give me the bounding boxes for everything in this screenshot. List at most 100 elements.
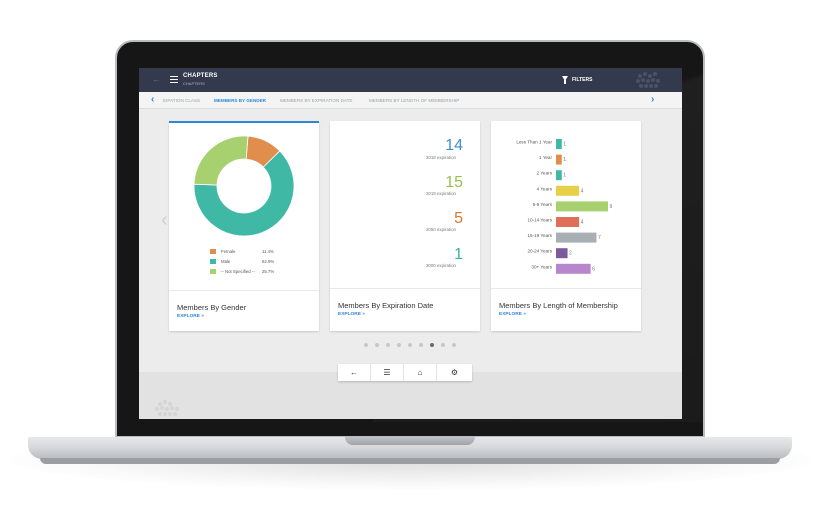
expiration-label: 3000 expiration — [425, 263, 456, 268]
bar[interactable] — [556, 139, 562, 149]
legend-item-female: Female 11.4% — [210, 249, 290, 255]
bar-category-label: 20-24 Years — [527, 249, 552, 254]
bar-category-label: 5-9 Years — [533, 202, 553, 207]
bar-value-label: 9 — [610, 204, 613, 210]
app-screen: ← CHAPTERS CHAPTERS FILTERS ‹ EIPATION C… — [139, 68, 682, 419]
pagination-dot[interactable] — [375, 343, 379, 347]
pagination-dot[interactable] — [408, 343, 412, 347]
membership-length-bar-chart: Less Than 1 Year 1 1 Year 1 2 Years 1 4 Years 4… — [516, 139, 613, 274]
tab-members-by-gender[interactable]: MEMBERS BY GENDER — [214, 98, 266, 103]
explore-link[interactable]: EXPLORE » — [338, 312, 365, 317]
expiration-label: 2018 expiration — [425, 155, 456, 160]
bar-value-label: 2 — [569, 251, 572, 257]
tab-scroll-left-icon[interactable]: ‹ — [151, 94, 155, 105]
legend-item-not-specified: -- Not Specified -- 25.7% — [210, 269, 290, 275]
gender-donut-chart — [193, 135, 295, 237]
card-members-by-length-of-membership[interactable]: Less Than 1 Year 1 1 Year 1 2 Years 1 4 Years 4… — [491, 121, 641, 331]
carousel-pagination — [364, 343, 464, 348]
card-title: Members By Length of Membership — [499, 301, 618, 310]
legend-item-male: Male 62.9% — [210, 259, 290, 265]
home-icon: ⌂ — [417, 368, 423, 377]
expiration-label: 2050 expiration — [425, 227, 456, 232]
bar-value-label: 1 — [563, 173, 566, 179]
menu-button[interactable]: ☰ — [371, 364, 404, 381]
expiration-count: 5 — [454, 210, 463, 227]
bar[interactable] — [556, 185, 580, 196]
carousel-prev-icon[interactable]: ‹ — [161, 209, 168, 231]
bar-category-label: Less Than 1 Year — [516, 140, 552, 145]
legend-swatch — [210, 249, 216, 254]
page-subtitle: CHAPTERS — [183, 81, 205, 86]
back-button[interactable]: ← — [338, 364, 371, 381]
bar-value-label: 1 — [563, 142, 566, 148]
page-title: CHAPTERS — [183, 73, 218, 79]
hamburger-menu-icon[interactable] — [170, 76, 178, 83]
pagination-dot[interactable] — [430, 343, 434, 347]
legend-label: -- Not Specified -- — [221, 269, 255, 274]
pagination-dot[interactable] — [386, 343, 390, 347]
watermark-logo — [155, 400, 179, 416]
card-divider — [169, 290, 319, 291]
expiration-count: 1 — [454, 246, 463, 263]
filter-funnel-icon[interactable] — [562, 76, 568, 84]
explore-link[interactable]: EXPLORE » — [499, 312, 526, 317]
tab-members-by-expiration-date[interactable]: MEMBERS BY EXPIRATION DATE — [280, 98, 353, 103]
laptop-base-bottom — [40, 458, 780, 464]
expiration-count: 14 — [445, 137, 463, 154]
bar[interactable] — [556, 170, 562, 181]
pagination-dot[interactable] — [452, 343, 456, 347]
back-arrow-icon[interactable]: ← — [152, 74, 161, 84]
home-button[interactable]: ⌂ — [404, 364, 437, 381]
brand-logo — [636, 72, 660, 88]
legend-swatch — [210, 269, 216, 274]
bar-value-label: 1 — [563, 157, 566, 163]
tab-eipation-class[interactable]: EIPATION CLASS — [163, 98, 201, 103]
bar-value-label: 7 — [598, 235, 601, 241]
bar[interactable] — [556, 263, 591, 274]
bar-category-label: 1 Year — [539, 155, 552, 160]
card-title: Members By Gender — [177, 303, 247, 312]
bar[interactable] — [556, 217, 580, 227]
pagination-dot[interactable] — [364, 343, 368, 347]
legend-percent: 11.4% — [262, 249, 274, 254]
bar-category-label: 15-19 Years — [527, 233, 552, 238]
settings-gear-icon: ⚙ — [450, 368, 459, 377]
bar-category-label: 2 Years — [537, 171, 553, 176]
bar[interactable] — [556, 232, 597, 243]
card-divider — [491, 288, 641, 289]
legend-label: Male — [221, 259, 231, 264]
back-arrow-icon: ← — [350, 368, 358, 377]
legend-percent: 62.9% — [262, 259, 275, 264]
filters-button[interactable]: FILTERS — [572, 77, 593, 83]
donut-slice-male[interactable] — [193, 150, 295, 237]
laptop-base — [28, 437, 792, 459]
pagination-dot[interactable] — [419, 343, 423, 347]
bar-value-label: 4 — [581, 220, 584, 226]
card-divider — [330, 288, 480, 289]
laptop-hinge-notch — [345, 437, 475, 445]
legend-percent: 25.7% — [262, 269, 275, 274]
bar[interactable] — [556, 201, 608, 212]
tab-members-by-length-of-membership[interactable]: MEMBERS BY LENGTH OF MEMBERSHIP — [369, 98, 460, 103]
bar-value-label: 4 — [581, 188, 584, 194]
expiration-label: 2019 expiration — [425, 191, 456, 196]
card-members-by-expiration-date[interactable]: 14 2018 expiration 15 2019 expiration 5 … — [330, 121, 480, 331]
pagination-dot[interactable] — [397, 343, 401, 347]
bar-category-label: 30+ Years — [531, 264, 552, 269]
settings-button[interactable]: ⚙ — [437, 364, 472, 381]
bottom-nav: ← ☰ ⌂ ⚙ — [338, 364, 472, 381]
legend-swatch — [210, 259, 216, 264]
bar-value-label: 6 — [592, 266, 595, 272]
bar-category-label: 4 Years — [537, 186, 553, 191]
explore-link[interactable]: EXPLORE » — [177, 314, 204, 319]
tab-scroll-right-icon[interactable]: › — [651, 94, 655, 105]
donut-slice-not-specified[interactable] — [193, 135, 249, 186]
list-menu-icon: ☰ — [383, 368, 391, 377]
pagination-dot[interactable] — [441, 343, 445, 347]
expiration-count: 15 — [445, 174, 463, 191]
card-members-by-gender[interactable]: Female 11.4% Male 62.9% -- Not Specified… — [169, 121, 319, 331]
top-bar: ← CHAPTERS CHAPTERS FILTERS — [139, 68, 682, 92]
bar[interactable] — [556, 154, 562, 165]
tab-bar: ‹ EIPATION CLASS MEMBERS BY GENDER MEMBE… — [139, 92, 682, 109]
bar[interactable] — [556, 248, 568, 259]
